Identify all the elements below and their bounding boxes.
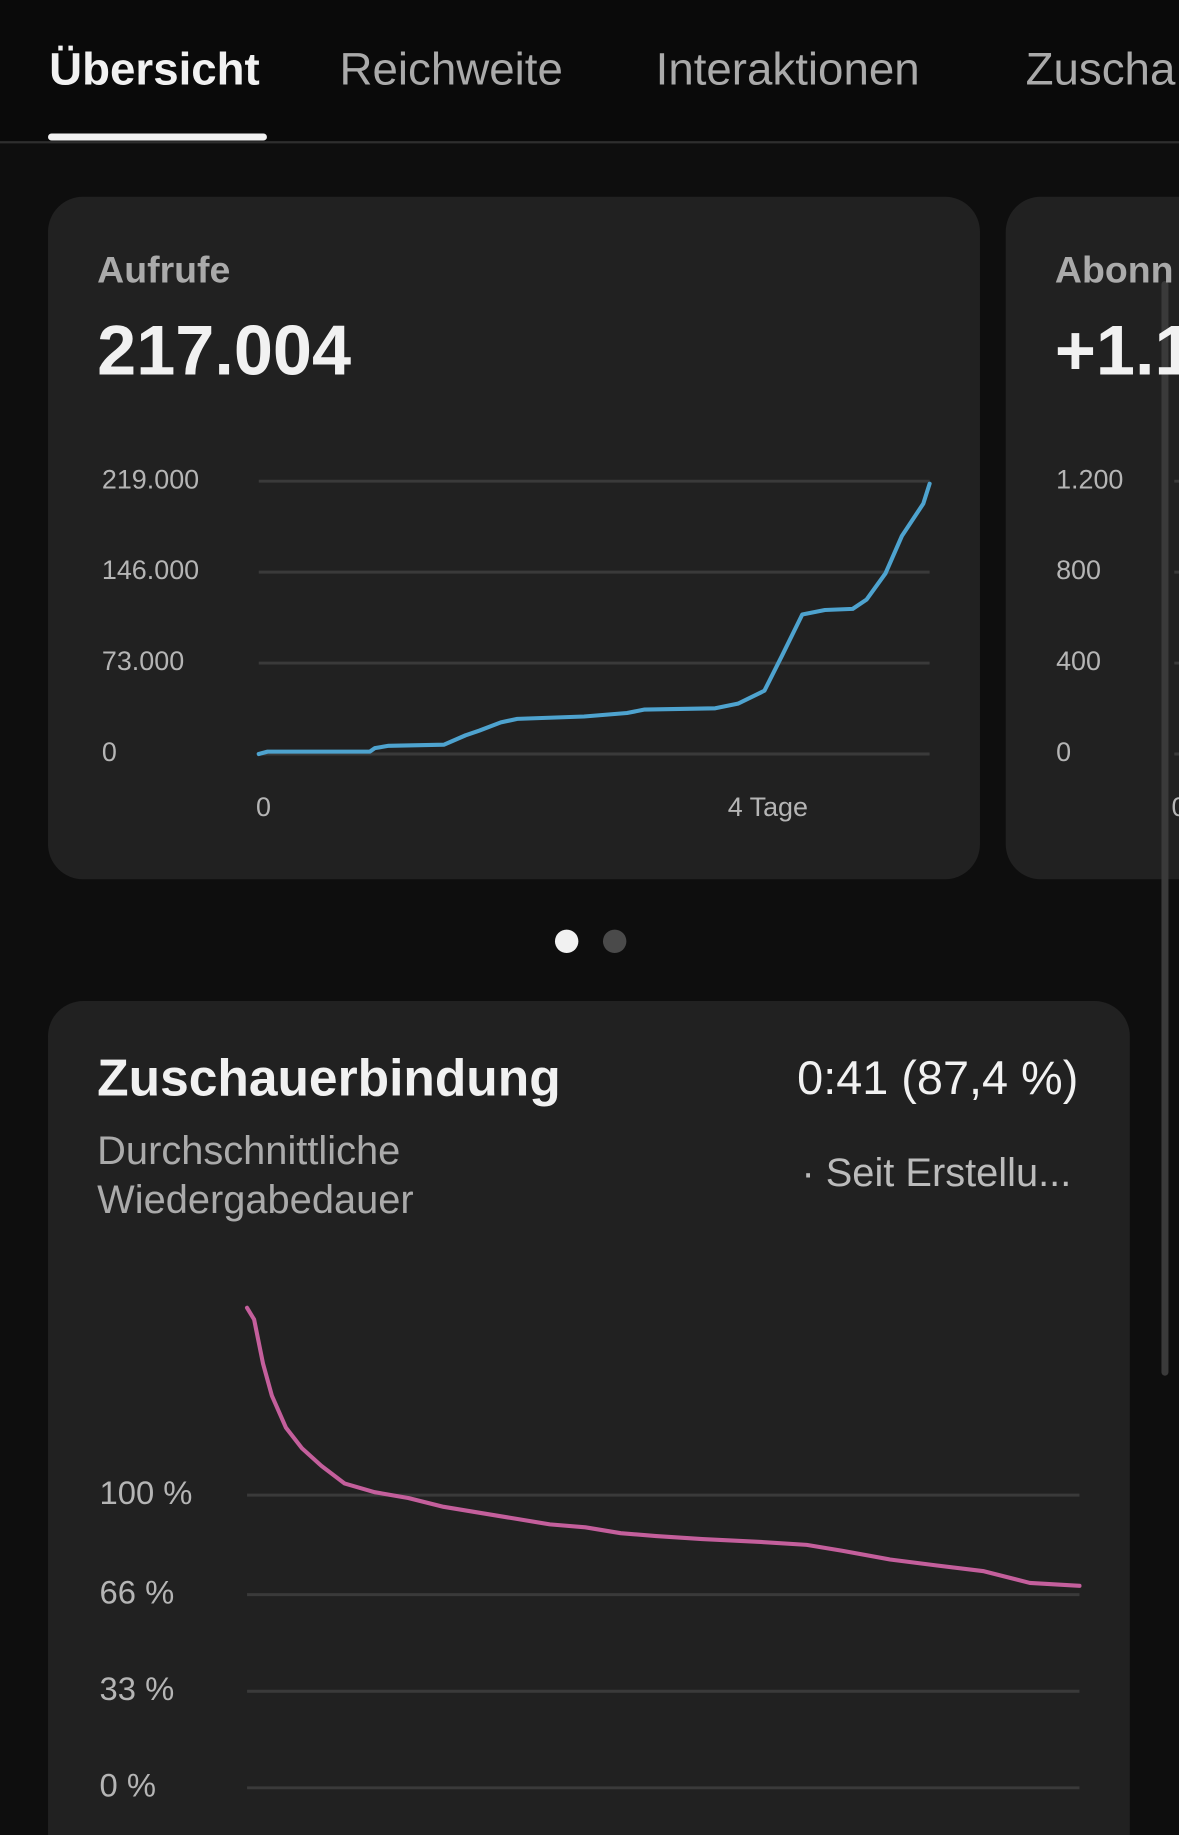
y-tick-label: 146.000 bbox=[102, 555, 199, 585]
tab[interactable]: Interaktionen bbox=[656, 44, 920, 95]
y-tick-label: 0 % bbox=[100, 1766, 156, 1803]
pager-dot[interactable] bbox=[602, 929, 627, 954]
content: Übersicht Reichweite Interaktionen Zuscha Au… bbox=[49, 44, 1179, 1803]
y-tick-label: 100 % bbox=[100, 1474, 193, 1511]
pager-dot[interactable] bbox=[554, 929, 579, 954]
period: · Seit Erstellu... bbox=[801, 1151, 1071, 1195]
tab[interactable]: Reichweite bbox=[340, 44, 563, 95]
scrollbar bbox=[1161, 280, 1169, 1376]
y-tick-label: 33 % bbox=[100, 1670, 175, 1707]
y-tick-label: 400 bbox=[1056, 646, 1101, 676]
card-title: Aufrufe bbox=[97, 249, 230, 291]
card-subtitle: Durchschnittliche Wiedergabedauer bbox=[97, 1128, 414, 1223]
card[interactable] bbox=[48, 1001, 1130, 1835]
y-tick-label: 0 bbox=[1056, 737, 1071, 767]
y-tick-label: 73.000 bbox=[102, 646, 184, 676]
card-title: Zuschauerbindung bbox=[97, 1048, 561, 1106]
card[interactable] bbox=[1005, 196, 1179, 880]
card[interactable] bbox=[48, 196, 980, 880]
data-line bbox=[244, 1305, 1082, 1588]
data-line bbox=[256, 481, 932, 757]
x-tick-label: 0 bbox=[1172, 792, 1179, 822]
tab[interactable]: Zuscha bbox=[1026, 44, 1176, 95]
y-tick-label: 219.000 bbox=[102, 464, 199, 494]
card-title: Abonn bbox=[1055, 249, 1174, 291]
card-value: 217.004 bbox=[97, 310, 351, 389]
subtitle-box: Durchschnittliche Wiedergabedauer bbox=[97, 1128, 414, 1223]
y-tick-label: 800 bbox=[1056, 555, 1101, 585]
x-tick-label: 4 Tage bbox=[728, 792, 808, 822]
y-tick-label: 1.200 bbox=[1056, 464, 1123, 494]
card-value: +1.1 bbox=[1055, 310, 1179, 389]
tab-indicator bbox=[48, 133, 267, 141]
card-value: 0:41 (87,4 %) bbox=[797, 1052, 1078, 1104]
y-tick-label: 66 % bbox=[100, 1573, 175, 1610]
tab-bar bbox=[0, 0, 1179, 142]
y-tick-label: 0 bbox=[102, 737, 117, 767]
x-tick-label: 0 bbox=[256, 792, 271, 822]
tab[interactable]: Übersicht bbox=[49, 44, 260, 95]
